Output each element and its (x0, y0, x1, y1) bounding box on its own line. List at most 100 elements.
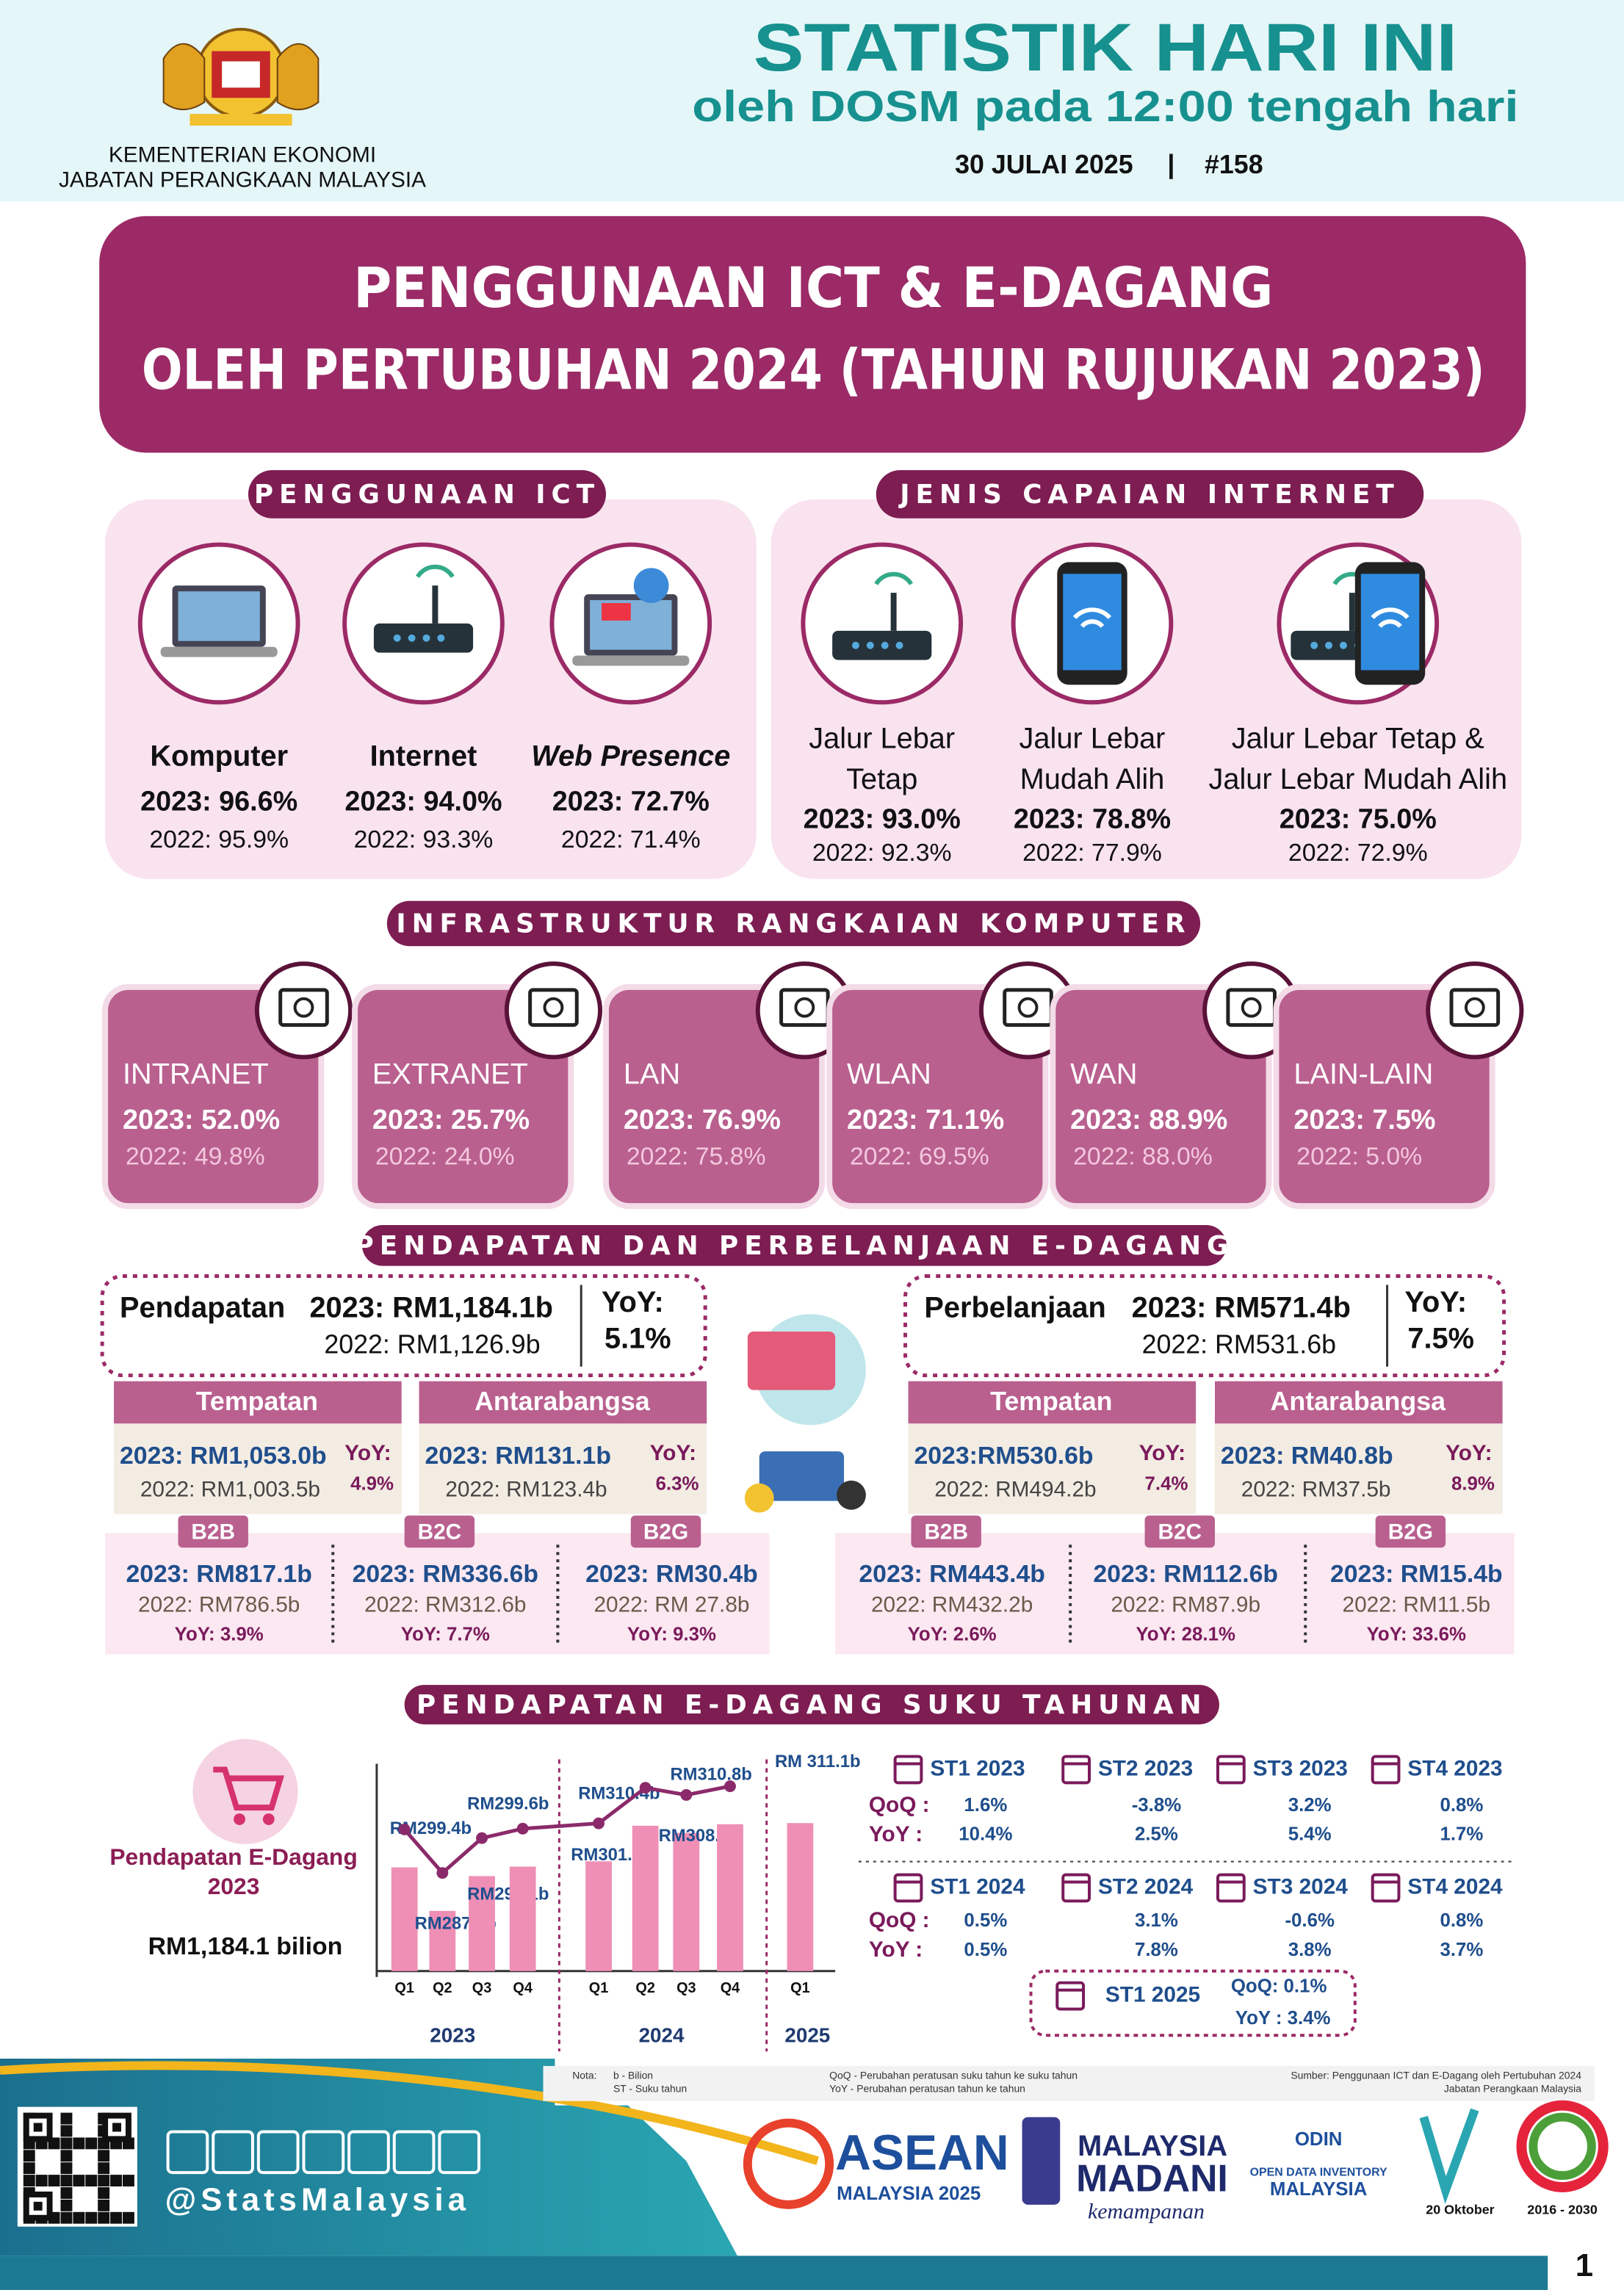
value-label: RM299.6b (467, 1794, 549, 1813)
qoq-value: 3.1% (1135, 1910, 1178, 1931)
type-label: B2C (1158, 1520, 1202, 1544)
value-2023: 2023: RM336.6b (353, 1560, 538, 1588)
value-2023: 2023: 72.7% (552, 786, 710, 817)
shape (633, 568, 669, 604)
icon-circle (504, 961, 603, 1060)
qr-code (122, 2175, 134, 2187)
value-2023: 2023: 71.1% (847, 1105, 1004, 1135)
market-header (908, 1381, 1197, 1424)
social-icon[interactable] (212, 2130, 254, 2175)
social-icon[interactable] (438, 2130, 481, 2175)
icon (293, 997, 314, 1018)
social-icon[interactable] (392, 2130, 436, 2175)
icon (160, 646, 278, 657)
item-label: Jalur Lebar (1019, 722, 1166, 754)
infra-label: WAN (1070, 1058, 1137, 1091)
summary-box (903, 1274, 1506, 1378)
qr-code (60, 2150, 73, 2162)
note: QoQ - Perubahan peratusan suku tahun ke … (829, 2070, 1078, 2081)
x-tick-label: Q4 (513, 1980, 532, 1996)
side-label: Pendapatan E-Dagang (109, 1843, 357, 1870)
type-tag (178, 1515, 248, 1548)
logo (743, 2118, 834, 2209)
value-2023: 2023: 7.5% (1293, 1105, 1435, 1135)
logo (1529, 2112, 1596, 2181)
illustration (759, 1451, 845, 1501)
value-2023: 2023: 75.0% (1280, 803, 1437, 834)
year-label: 2023 (430, 2024, 475, 2047)
qoq-value: 0.5% (964, 1910, 1007, 1931)
x-tick-label: Q1 (589, 1980, 609, 1996)
qoq-value: -3.8% (1132, 1795, 1182, 1816)
value-label: RM297.1b (467, 1885, 549, 1904)
section-pill (362, 1224, 1227, 1266)
yoy-value: 2.5% (1135, 1824, 1178, 1845)
qr-code (60, 2162, 73, 2175)
icon (543, 997, 564, 1018)
value-2022: 2022: 71.4% (561, 826, 701, 853)
social-icon[interactable] (166, 2130, 209, 2175)
icon (572, 655, 690, 666)
value-2022: 2022: RM 27.8b (593, 1593, 749, 1617)
value-2022: 2022: 72.9% (1288, 839, 1428, 867)
bar (673, 1832, 700, 1971)
icon (893, 1755, 923, 1785)
infra-label: INTRANET (123, 1058, 269, 1091)
icon-circle (192, 1738, 298, 1844)
social-icon[interactable] (256, 2130, 300, 2175)
qr-code (60, 2137, 73, 2150)
icon (1371, 1755, 1401, 1785)
yoy-value: 7.4% (1145, 1474, 1188, 1495)
infra-label: EXTRANET (372, 1058, 528, 1091)
type-tag (911, 1515, 981, 1548)
shape (881, 641, 889, 649)
yoy-value: 1.7% (1440, 1824, 1484, 1845)
market-panel (908, 1423, 1197, 1514)
social-icon[interactable] (347, 2130, 390, 2175)
icon (893, 1873, 923, 1903)
icon (178, 591, 260, 641)
yoy-label: YoY : (869, 1822, 923, 1846)
shape (437, 634, 445, 642)
qr-code (110, 2175, 122, 2187)
icon (1072, 607, 1112, 628)
separator: | (1167, 150, 1174, 179)
yoy-value: YoY: 2.6% (908, 1624, 997, 1644)
quarter-label: ST1 2023 (930, 1756, 1025, 1780)
value-2023: 2023:RM530.6b (914, 1442, 1093, 1470)
illustration (837, 1480, 866, 1510)
notes-title: Nota: (572, 2070, 596, 2081)
shape (866, 641, 874, 649)
social-icon[interactable] (302, 2130, 345, 2175)
value-2022: 2022: 49.8% (126, 1142, 265, 1170)
value-2022: 2022: RM123.4b (445, 1478, 607, 1502)
value-2023: 2023: 93.0% (804, 803, 961, 834)
value-2022: 2022: RM1,003.5b (140, 1478, 320, 1502)
value-2023: 2023: RM30.4b (585, 1560, 758, 1588)
item-label: Jalur Lebar (809, 722, 955, 754)
side-label: 2023 (208, 1873, 260, 1899)
qr-code (23, 2150, 35, 2162)
qr-code (98, 2162, 110, 2175)
quarter-label: ST3 2024 (1253, 1874, 1349, 1899)
section-heading: PENDAPATAN DAN PERBELANJAAN E-DAGANG (355, 1231, 1235, 1261)
value-2022: 2022: RM531.6b (1142, 1329, 1336, 1359)
bar (391, 1867, 418, 1971)
logo-text: MALAYSIA (1078, 2130, 1227, 2162)
value-2023: 2023: RM112.6b (1093, 1560, 1278, 1588)
value-2022: 2022: RM786.5b (138, 1593, 300, 1617)
yoy-value: 3.7% (1440, 1940, 1484, 1960)
type-tag (1375, 1515, 1446, 1548)
side-label: Pendapatan (120, 1292, 285, 1324)
qr-code (60, 2125, 73, 2137)
section-heading: INFRASTRUKTUR RANGKAIAN KOMPUTER (396, 909, 1191, 939)
value-2022: 2022: RM312.6b (364, 1593, 526, 1617)
qr-code (60, 2187, 73, 2199)
yoy-label: YoY: (650, 1441, 696, 1465)
bar (429, 1910, 456, 1971)
title: STATISTIK HARI INI (754, 10, 1457, 85)
infra-label: LAIN-LAIN (1293, 1058, 1433, 1091)
point (593, 1817, 605, 1830)
qr-code (23, 2162, 35, 2175)
